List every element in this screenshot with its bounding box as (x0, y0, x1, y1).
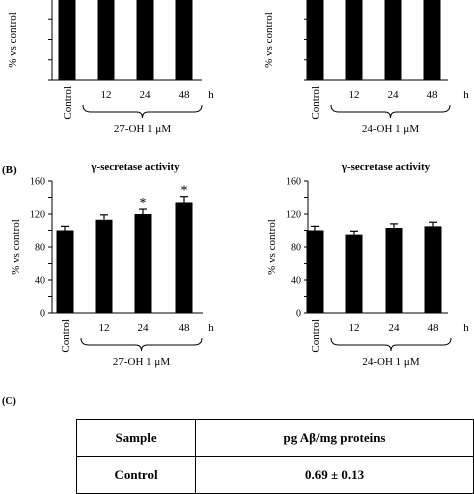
treatment-bracket (80, 337, 203, 352)
y-tick-label: 40 (291, 276, 301, 287)
treatment-bracket (330, 104, 451, 119)
bar-2 (384, 0, 402, 80)
bar-3 (423, 0, 441, 80)
cell-value: 0.69 ± 0.13 (195, 456, 474, 494)
y-axis-label: % vs control (10, 219, 22, 275)
bar-1 (95, 219, 113, 313)
x-tick-label-2: 24 (388, 89, 400, 101)
time-unit-label: h (463, 322, 469, 334)
y-tick-label: 160 (286, 177, 301, 188)
x-tick-label-2: 24 (140, 89, 152, 101)
treatment-label: 27-OH 1 μM (114, 123, 171, 135)
header-sample: Sample (75, 419, 197, 457)
panel-label-c: (C) (2, 396, 16, 407)
bar-3 (175, 0, 193, 80)
bar-2 (136, 0, 154, 80)
bar-0 (306, 0, 324, 80)
x-tick-label-2: 24 (138, 322, 150, 334)
chart-title: γ-secretase activity (90, 161, 180, 173)
bar-1 (97, 0, 115, 81)
bar-3 (424, 226, 442, 313)
panel-label-b: (B) (2, 164, 17, 176)
figure-canvas: (B) (C) % vs control Control 12 24 48 h 27-OH … (2, 0, 469, 407)
x-tick-label-3: 48 (179, 322, 191, 334)
significance-marker-3: * (181, 184, 188, 199)
y-axis-label: % vs control (266, 219, 278, 275)
chart-a-27oh: % vs control Control 12 24 48 h 27-OH 1 μM (7, 0, 214, 135)
chart-a-24oh: % vs control Control 12 24 48 h 24-OH 1 μM (263, 0, 469, 135)
bar-0 (306, 230, 324, 313)
chart-b-24oh: γ-secretase activity 0 40 80 120 160 % vs cont… (266, 161, 469, 368)
cell-sample: Control (75, 456, 197, 494)
bar-3 (175, 202, 193, 313)
x-tick-label-control: Control (310, 86, 322, 120)
y-tick-label: 40 (35, 276, 45, 287)
x-tick-label-control: Control (62, 86, 74, 120)
x-tick-label-2: 24 (389, 322, 401, 334)
header-pg-abeta: pg Aβ/mg proteins (195, 419, 474, 457)
results-table: Sample pg Aβ/mg proteins Control 0.69 ± … (75, 419, 474, 494)
treatment-bracket (82, 104, 203, 119)
bar-0 (58, 0, 76, 80)
x-tick-label-3: 48 (428, 322, 440, 334)
bar-2 (385, 228, 403, 313)
significance-marker-2: * (140, 196, 147, 211)
y-tick-label: 120 (286, 210, 301, 221)
time-unit-label: h (208, 89, 214, 101)
y-tick-label: 80 (291, 243, 301, 254)
bar-2 (134, 214, 152, 313)
y-tick-label: 80 (35, 243, 45, 254)
bar-0 (56, 230, 74, 313)
x-tick-label-1: 12 (99, 322, 110, 334)
time-unit-label: h (208, 322, 214, 334)
x-tick-label-control: Control (310, 319, 322, 353)
x-tick-label-control: Control (60, 319, 72, 353)
y-axis-label: % vs control (7, 12, 19, 68)
x-tick-label-3: 48 (427, 89, 439, 101)
time-unit-label: h (463, 89, 469, 101)
treatment-bracket (330, 337, 452, 352)
chart-b-27oh: γ-secretase activity 0 40 80 120 160 % vs cont… (10, 161, 214, 368)
x-tick-label-1: 12 (349, 89, 360, 101)
chart-title: γ-secretase activity (341, 161, 431, 173)
treatment-label: 24-OH 1 μM (362, 356, 419, 368)
y-axis-label: % vs control (263, 12, 275, 68)
bar-1 (345, 0, 363, 80)
y-tick-label: 160 (30, 177, 45, 188)
x-tick-label-1: 12 (101, 89, 112, 101)
y-tick-label: 0 (40, 309, 45, 320)
table-header-row: Sample pg Aβ/mg proteins (75, 419, 474, 457)
table-row: Control 0.69 ± 0.13 (75, 456, 474, 494)
bar-1 (345, 234, 363, 313)
y-tick-label: 0 (296, 309, 301, 320)
x-tick-label-1: 12 (349, 322, 360, 334)
treatment-label: 27-OH 1 μM (113, 356, 170, 368)
treatment-label: 24-OH 1 μM (362, 123, 419, 135)
y-tick-label: 120 (30, 210, 45, 221)
x-tick-label-3: 48 (179, 89, 191, 101)
